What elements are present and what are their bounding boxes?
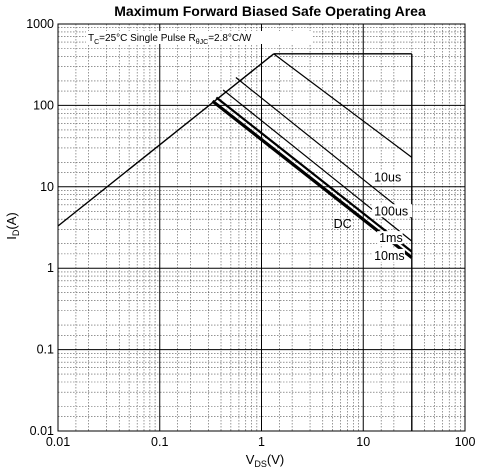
- y-tick-label: 1: [47, 261, 54, 275]
- y-tick-label: 0.01: [30, 424, 54, 438]
- x-axis-label: VDS(V): [246, 452, 285, 469]
- series-label-100us: 100us: [374, 204, 408, 218]
- y-tick-label: 1000: [26, 17, 54, 31]
- soa-series: [211, 53, 413, 259]
- soa-series-labels: 10us 100us 1ms 10ms DC: [334, 170, 413, 263]
- grid-minor: [58, 24, 465, 431]
- series-label-bg: [377, 231, 403, 245]
- conditions-annotation: TC=25°C Single Pulse RθJC=2.8°C/W: [86, 31, 312, 46]
- chart-title: Maximum Forward Biased Safe Operating Ar…: [114, 3, 426, 19]
- y-tick-label: 100: [33, 98, 54, 112]
- series-label-bg: [372, 248, 405, 262]
- series-label-10us: 10us: [374, 170, 401, 184]
- y-tick-labels: 0.01 0.1 1 10 100 1000: [26, 17, 54, 438]
- y-axis-label: ID(A): [4, 212, 21, 239]
- annotation-background: [86, 31, 312, 44]
- series-label-bg: [372, 204, 413, 218]
- y-tick-label: 10: [40, 180, 54, 194]
- x-tick-label: 0.1: [151, 435, 168, 449]
- x-tick-label: 0.01: [46, 435, 70, 449]
- plot-frame: [57, 23, 466, 432]
- series-label-bg: [372, 170, 405, 184]
- annotation-text: TC=25°C Single Pulse RθJC=2.8°C/W: [88, 33, 252, 46]
- series-label-1ms: 1ms: [379, 231, 403, 245]
- series-label-10ms: 10ms: [374, 249, 405, 263]
- y-tick-label: 0.1: [37, 343, 54, 357]
- series-label-dc: DC: [334, 217, 352, 231]
- x-tick-label: 1: [258, 435, 265, 449]
- series-line-10us: [273, 53, 413, 158]
- x-tick-labels: 0.01 0.1 1 10 100: [46, 435, 476, 449]
- x-tick-label: 10: [356, 435, 370, 449]
- x-tick-label: 100: [455, 435, 476, 449]
- series-line-100us: [235, 77, 413, 219]
- soa-boundary: [57, 53, 413, 431]
- boundary-rds-on-limit: [57, 53, 275, 227]
- series-line-10ms: [215, 96, 413, 253]
